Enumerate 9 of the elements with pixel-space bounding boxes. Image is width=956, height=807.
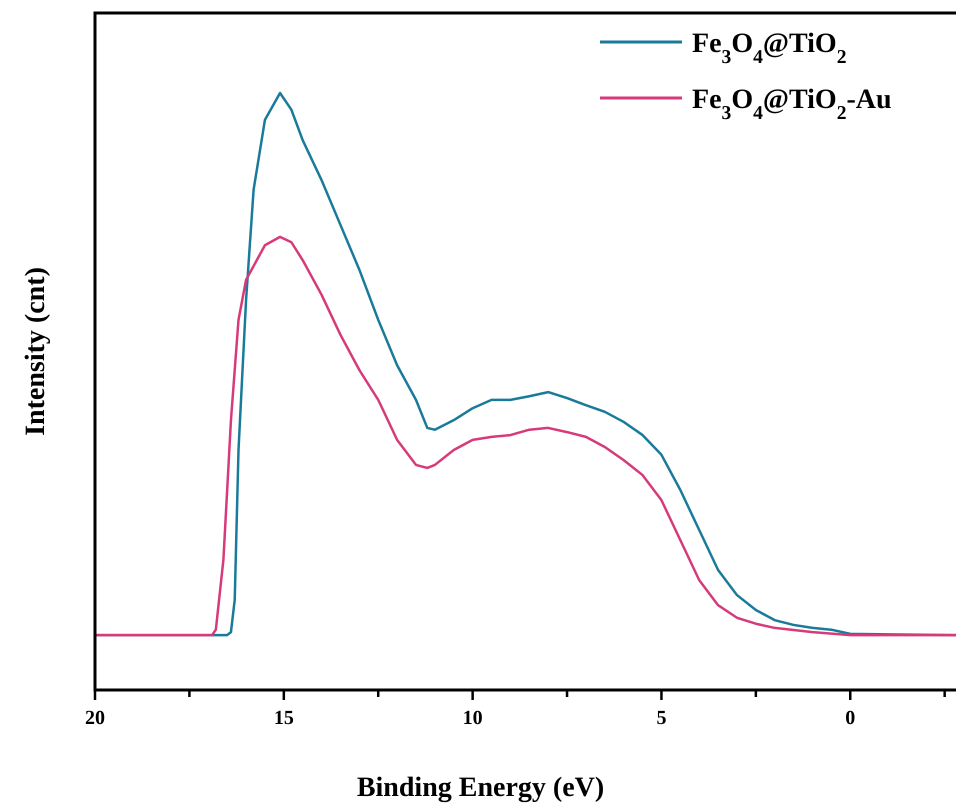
x-tick-label: 10 — [462, 707, 483, 729]
y-axis-title: Intensity (cnt) — [20, 267, 51, 436]
legend-label: Fe$_{3}$O$_{4}$@TiO$_{2}$ — [692, 28, 846, 68]
x-tick-label: 15 — [274, 707, 294, 729]
x-tick-label: 5 — [656, 707, 666, 729]
x-axis-title: Binding Energy (eV) — [356, 772, 604, 803]
x-tick-label: 20 — [85, 707, 105, 729]
legend-label: Fe$_{3}$O$_{4}$@TiO$_{2}$-Au — [692, 84, 892, 124]
x-tick-label: 0 — [845, 707, 856, 729]
